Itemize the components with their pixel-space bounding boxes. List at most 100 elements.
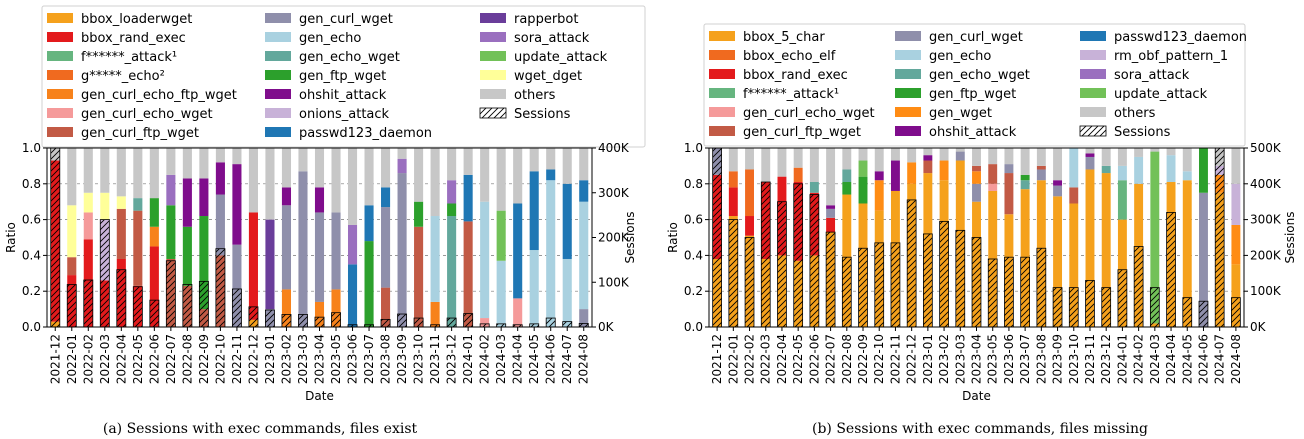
x-tick-label: 2022-06 <box>147 334 161 384</box>
y2-tick-label: 300K <box>1250 213 1282 227</box>
bar-segment <box>265 219 275 310</box>
x-tick-label: 2023-02 <box>279 334 293 384</box>
bar-segment <box>83 192 93 213</box>
legend-swatch <box>265 127 291 137</box>
sessions-bar <box>906 199 917 328</box>
bar-segment <box>1069 203 1079 327</box>
sessions-bar <box>265 309 275 328</box>
x-tick-label: 2022-06 <box>807 334 821 384</box>
x-tick-label: 2022-04 <box>775 334 789 384</box>
bar-segment <box>1053 185 1063 197</box>
y-tick-label: 0.6 <box>22 213 41 227</box>
x-tick-label: 2023-09 <box>395 334 409 384</box>
x-tick-label: 2022-01 <box>726 334 740 384</box>
bar-segment <box>1199 192 1208 327</box>
bar-segment <box>513 298 523 327</box>
bar-segment <box>414 148 424 202</box>
x-tick-label: 2023-08 <box>379 334 393 384</box>
bar-segment <box>1053 196 1063 327</box>
x-tick-label: 2022-05 <box>131 334 145 384</box>
legend-swatch <box>47 51 73 61</box>
bar-segment <box>1004 164 1014 174</box>
x-tick-label: 2024-07 <box>560 334 574 384</box>
sessions-bar <box>281 314 292 328</box>
bar-segment <box>1117 180 1127 220</box>
legend-swatch <box>1080 31 1106 41</box>
bar-segment <box>133 210 143 286</box>
caption-b: (b) Sessions with exec commands, files m… <box>812 421 1148 437</box>
sessions-bar <box>314 316 325 328</box>
x-tick-label: 2022-08 <box>180 334 194 384</box>
bar-segment <box>347 148 358 225</box>
y2-tick-label: 0K <box>1250 320 1267 334</box>
sessions-bar <box>744 237 755 328</box>
chart-b: bbox_5_char bbox_echo_elf bbox_rand_exec f*… <box>666 23 1297 403</box>
y-tick-label: 0.8 <box>684 177 703 191</box>
x-tick-label: 2024-01 <box>461 334 475 384</box>
bar-segment <box>1199 148 1208 193</box>
legend-label: update_attack <box>1114 87 1208 102</box>
sessions-bar <box>50 147 61 328</box>
bar-segment <box>331 212 341 290</box>
bar-segment <box>199 216 209 310</box>
bar-segment <box>579 180 589 202</box>
bar-segment <box>215 162 225 195</box>
legend-label: gen_echo_wget <box>929 68 1030 83</box>
legend-label: others <box>1114 106 1156 121</box>
chart-a: bbox_loaderwget bbox_rand_exec f******_att… <box>4 5 646 403</box>
bar-segment <box>972 148 981 166</box>
sessions-bar <box>777 201 787 328</box>
sessions-bar <box>1133 246 1144 328</box>
x-tick-label: 2024-06 <box>544 334 558 384</box>
x-tick-label: 2023-05 <box>986 334 1000 384</box>
sessions-bar <box>545 317 556 328</box>
bar-segment <box>529 171 539 251</box>
bar-segment <box>842 148 852 170</box>
bar-segment <box>149 246 159 327</box>
x-tick-label: 2022-10 <box>213 334 227 384</box>
bar-segment <box>988 148 998 165</box>
x-tick-label: 2024-04 <box>511 334 525 384</box>
bar-segment <box>546 148 556 170</box>
bar-segment <box>166 148 176 175</box>
y-tick-label: 1.0 <box>684 141 703 155</box>
legend-swatch <box>895 31 921 41</box>
y-tick-label: 0.6 <box>684 213 703 227</box>
bar-segment <box>529 148 539 172</box>
bar-segment <box>381 148 391 188</box>
bar-segment <box>281 289 292 327</box>
bar-segment <box>1182 171 1192 181</box>
bar-segment <box>809 148 819 183</box>
legend-swatch <box>47 89 73 99</box>
y2-tick-label: 500K <box>1250 141 1282 155</box>
bar-segment <box>447 180 457 204</box>
bar-segment <box>397 158 407 174</box>
bar-segment <box>907 162 917 184</box>
bar-segment <box>149 226 159 247</box>
legend-label: bbox_5_char <box>743 30 825 45</box>
legend-label: bbox_rand_exec <box>743 68 848 83</box>
bar-segment <box>1036 165 1046 170</box>
bar-segment <box>100 192 110 220</box>
y-tick-label: 0.2 <box>22 284 41 298</box>
y2-tick-label: 400K <box>598 141 630 155</box>
bar-segment <box>1231 148 1241 184</box>
bar-segment <box>397 173 407 327</box>
bar-segment <box>1053 180 1063 186</box>
bar-segment <box>1085 153 1095 157</box>
caption-a: (a) Sessions with exec commands, files e… <box>103 421 418 437</box>
sessions-bar <box>1085 280 1095 328</box>
bar-segment <box>447 216 457 327</box>
x-tick-label: 2024-05 <box>1180 334 1194 384</box>
legend-swatch <box>480 70 506 80</box>
x-tick-label: 2022-02 <box>81 334 95 384</box>
legend-label: onions_attack <box>299 107 390 122</box>
bar-segment <box>1231 224 1241 265</box>
x-tick-label: 2022-05 <box>791 334 805 384</box>
x-tick-label: 2024-03 <box>1148 334 1162 384</box>
bar-segment <box>480 148 490 202</box>
bar-segment <box>562 148 572 184</box>
bar-segment <box>923 155 933 161</box>
y2-tick-label: 300K <box>598 186 630 200</box>
x-tick-label: 2024-02 <box>478 334 492 384</box>
